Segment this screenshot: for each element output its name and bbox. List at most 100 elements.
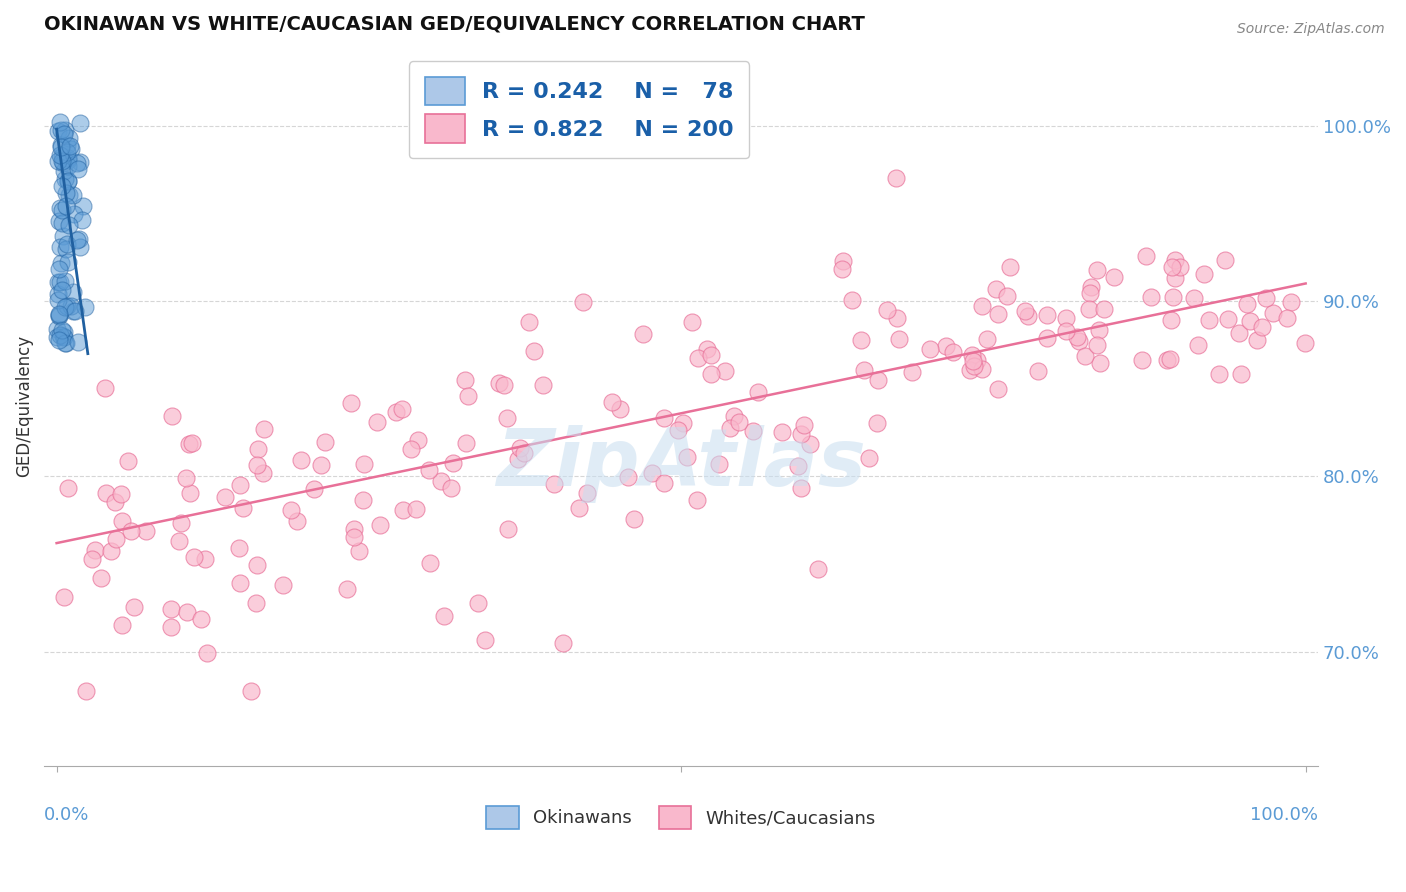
Point xyxy=(111,514,134,528)
Point xyxy=(174,471,197,485)
Point xyxy=(135,524,157,538)
Point xyxy=(935,339,957,353)
Point xyxy=(352,493,374,508)
Text: 100.0%: 100.0% xyxy=(1250,805,1319,824)
Point xyxy=(271,578,294,592)
Point xyxy=(167,534,190,549)
Point xyxy=(1054,324,1077,338)
Point xyxy=(1036,331,1059,345)
Point xyxy=(728,415,751,429)
Point xyxy=(51,153,73,168)
Point xyxy=(90,571,112,585)
Point xyxy=(1281,294,1303,309)
Point xyxy=(100,544,122,558)
Point xyxy=(609,401,631,416)
Point xyxy=(419,557,441,571)
Point xyxy=(214,491,236,505)
Point xyxy=(111,617,134,632)
Point xyxy=(789,481,811,495)
Point xyxy=(228,541,250,556)
Point xyxy=(58,130,80,145)
Point xyxy=(122,599,145,614)
Point xyxy=(641,466,664,480)
Point xyxy=(59,139,82,153)
Point xyxy=(509,441,531,455)
Point xyxy=(876,302,898,317)
Legend: Okinawans, Whites/Caucasians: Okinawans, Whites/Caucasians xyxy=(479,798,883,836)
Point xyxy=(456,435,478,450)
Point xyxy=(849,333,872,347)
Point xyxy=(531,378,554,392)
Point xyxy=(747,384,769,399)
Point xyxy=(1163,290,1185,304)
Point xyxy=(62,304,84,318)
Point xyxy=(368,518,391,533)
Point xyxy=(506,451,529,466)
Point xyxy=(46,275,69,289)
Point xyxy=(52,127,75,141)
Point xyxy=(49,138,72,153)
Point xyxy=(52,330,75,344)
Point xyxy=(1036,308,1059,322)
Point xyxy=(56,237,79,252)
Point xyxy=(46,286,69,301)
Point xyxy=(984,282,1007,296)
Point xyxy=(987,383,1010,397)
Point xyxy=(1078,302,1101,317)
Point xyxy=(1092,301,1115,316)
Point xyxy=(959,363,981,377)
Point xyxy=(832,253,855,268)
Point xyxy=(633,326,655,341)
Point xyxy=(51,203,73,218)
Point xyxy=(72,199,94,213)
Point xyxy=(523,343,546,358)
Point xyxy=(53,274,76,288)
Point xyxy=(336,582,359,596)
Point xyxy=(1069,334,1091,348)
Point xyxy=(1230,368,1253,382)
Point xyxy=(83,543,105,558)
Point xyxy=(45,322,67,336)
Point xyxy=(865,417,887,431)
Point xyxy=(1161,260,1184,275)
Point xyxy=(686,493,709,508)
Point xyxy=(49,123,72,137)
Point xyxy=(51,283,73,297)
Point xyxy=(48,333,70,347)
Point xyxy=(963,359,986,374)
Point xyxy=(568,500,591,515)
Point xyxy=(246,442,269,456)
Point xyxy=(280,503,302,517)
Point xyxy=(718,421,741,435)
Y-axis label: GED/Equivalency: GED/Equivalency xyxy=(15,335,32,477)
Point xyxy=(1088,356,1111,370)
Point xyxy=(62,285,84,300)
Point xyxy=(290,453,312,467)
Point xyxy=(686,351,709,366)
Point xyxy=(49,201,72,215)
Point xyxy=(770,425,793,439)
Point xyxy=(1182,291,1205,305)
Point xyxy=(67,232,90,246)
Point xyxy=(56,482,79,496)
Point xyxy=(53,164,76,178)
Point xyxy=(53,123,76,137)
Point xyxy=(790,427,813,442)
Point xyxy=(1156,352,1178,367)
Point xyxy=(440,481,463,495)
Point xyxy=(49,240,72,254)
Point xyxy=(159,620,181,634)
Point xyxy=(66,233,89,247)
Point xyxy=(467,596,489,610)
Point xyxy=(998,260,1021,274)
Point xyxy=(1088,323,1111,337)
Point xyxy=(75,683,97,698)
Point xyxy=(1073,349,1095,363)
Point xyxy=(120,524,142,538)
Point xyxy=(1130,353,1153,368)
Point xyxy=(314,434,336,449)
Point xyxy=(55,186,77,201)
Point xyxy=(239,684,262,698)
Point xyxy=(723,409,745,423)
Point xyxy=(55,336,77,351)
